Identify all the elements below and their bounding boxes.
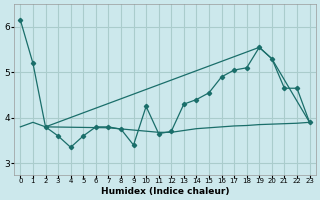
X-axis label: Humidex (Indice chaleur): Humidex (Indice chaleur) <box>101 187 229 196</box>
